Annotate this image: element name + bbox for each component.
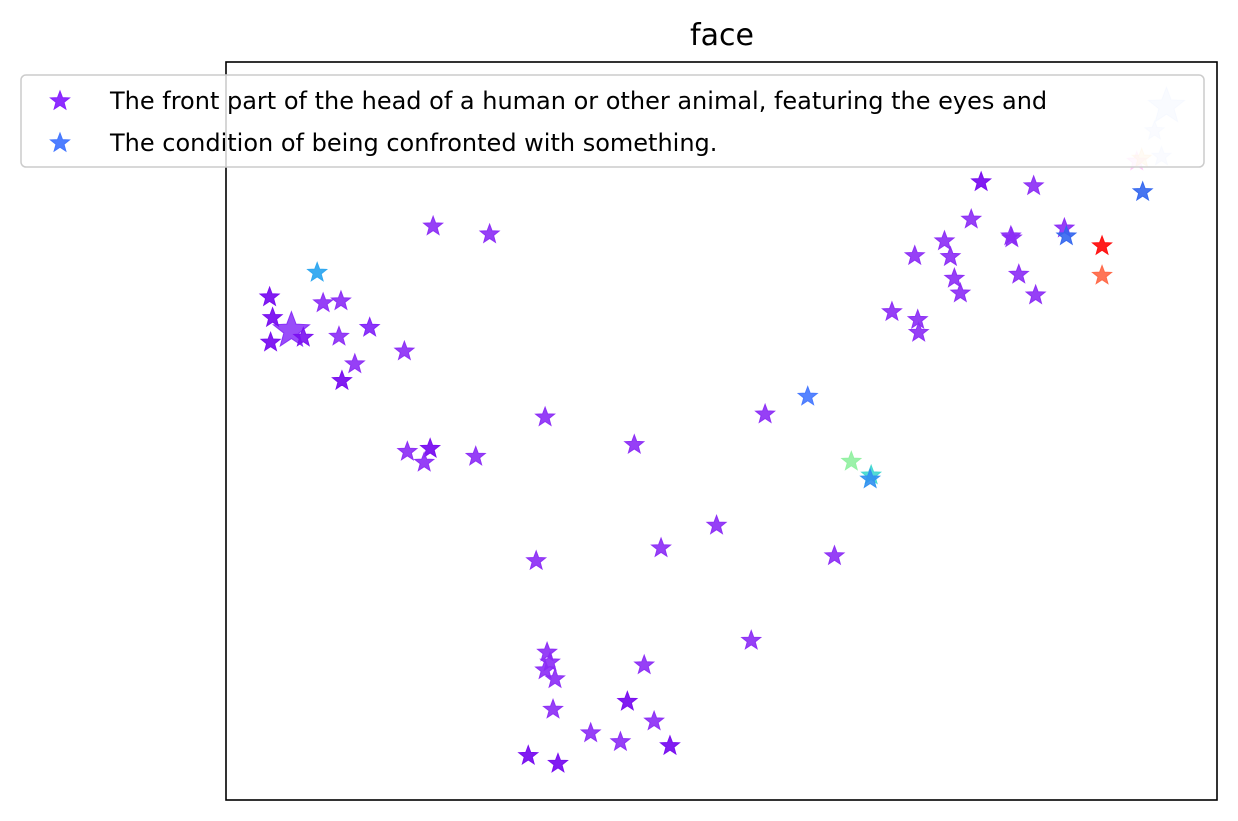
plot-frame: [225, 61, 1218, 801]
data-point: [292, 326, 315, 347]
data-point: [331, 369, 353, 391]
data-point: [754, 402, 776, 424]
data-point: [939, 245, 962, 267]
data-point: [517, 744, 540, 765]
legend-label-sense-2: The condition of being confronted with s…: [109, 129, 717, 157]
plot-area: [226, 62, 1217, 800]
data-point: [633, 653, 656, 675]
data-point: [933, 229, 956, 251]
data-point: [907, 321, 930, 342]
data-point: [422, 214, 444, 236]
legend: The front part of the head of a human or…: [20, 74, 1205, 168]
data-point: [616, 690, 639, 711]
data-point: [643, 709, 665, 731]
data-point: [881, 300, 903, 322]
data-point: [1000, 224, 1022, 246]
legend-marker-sense-1: [49, 89, 71, 111]
data-point: [259, 331, 282, 352]
data-point: [1055, 224, 1078, 246]
data-point: [1091, 234, 1113, 256]
data-point: [859, 467, 882, 489]
data-point: [534, 658, 556, 680]
data-point: [1091, 264, 1113, 285]
data-point: [547, 752, 569, 773]
data-point: [534, 405, 556, 427]
data-point: [478, 222, 501, 244]
chart-title: face: [690, 18, 754, 53]
data-point: [261, 306, 284, 328]
data-point: [396, 440, 419, 461]
legend-star-icon: [49, 89, 71, 111]
data-point: [306, 261, 329, 282]
data-point: [705, 514, 728, 535]
data-point: [393, 339, 416, 361]
data-point: [536, 640, 558, 662]
data-point: [1007, 263, 1030, 284]
data-point: [903, 244, 926, 266]
data-point: [542, 698, 564, 719]
data-point: [258, 285, 281, 307]
data-point: [1024, 283, 1047, 305]
legend-label-sense-1: The front part of the head of a human or…: [109, 87, 1047, 115]
data-point: [343, 352, 366, 374]
data-point: [796, 385, 819, 406]
data-point: [1022, 174, 1045, 196]
data-point: [960, 208, 983, 229]
data-point: [330, 289, 352, 311]
data-point: [358, 316, 381, 337]
data-point: [659, 734, 681, 756]
legend-star-icon: [49, 131, 71, 153]
data-point: [650, 536, 672, 558]
data-point: [740, 629, 763, 650]
legend-box: [20, 74, 1205, 168]
data-point: [623, 433, 646, 455]
data-point: [419, 437, 442, 458]
data-point: [464, 445, 487, 466]
data-point: [525, 549, 548, 571]
data-point: [328, 325, 350, 346]
data-point: [943, 267, 966, 288]
data-point: [609, 730, 632, 752]
data-point: [1131, 180, 1154, 202]
data-point: [840, 450, 863, 471]
data-point: [579, 721, 602, 743]
legend-marker-sense-2: [49, 131, 71, 153]
data-point: [823, 544, 846, 566]
data-point: [413, 451, 436, 472]
data-point: [544, 667, 566, 689]
data-point: [949, 281, 972, 303]
data-point: [312, 291, 334, 313]
data-point: [970, 170, 993, 192]
